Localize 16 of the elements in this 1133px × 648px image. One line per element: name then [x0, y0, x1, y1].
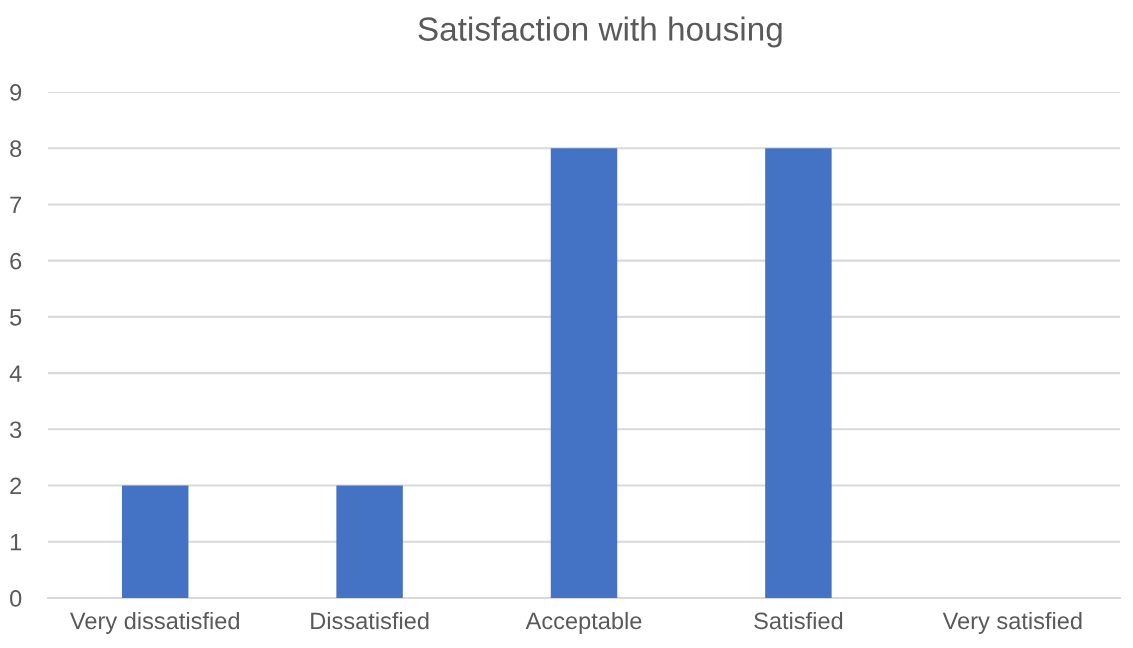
y-tick-label: 2: [10, 477, 22, 495]
y-tick-label: 5: [10, 309, 22, 326]
y-tick-label: 6: [10, 252, 22, 270]
y-tick-label: 9: [10, 84, 22, 101]
y-tick-label: 1: [10, 534, 22, 551]
y-tick-label: 7: [10, 196, 22, 213]
x-tick-label: Very satisfied: [942, 611, 1082, 634]
y-tick-label: 4: [9, 365, 22, 382]
x-tick-label: Very dissatisfied: [70, 611, 239, 634]
x-tick-label: Acceptable: [525, 611, 642, 634]
chart-title: Satisfaction with housing: [418, 16, 782, 48]
x-tick-label: Dissatisfied: [311, 611, 429, 630]
y-tick-label: 8: [10, 140, 22, 158]
y-tick-label: 0: [10, 590, 22, 607]
y-tick-label: 3: [10, 421, 22, 439]
x-tick-label: Satisfied: [754, 611, 843, 630]
